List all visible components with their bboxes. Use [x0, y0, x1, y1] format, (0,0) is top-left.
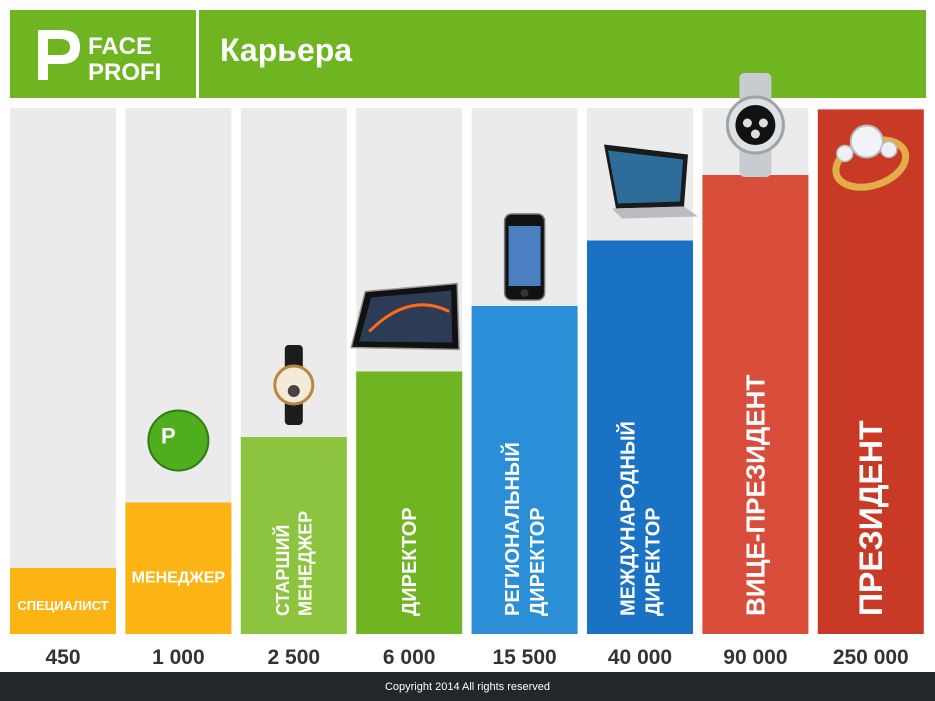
bar-group: ДИРЕКТОР 6 000: [350, 108, 463, 669]
value-label: 40 000: [608, 646, 672, 669]
bar-group: СПЕЦИАЛИСТ 450: [10, 108, 116, 669]
bar-label: СТАРШИЙ: [272, 525, 293, 616]
bar-label: РЕГИОНАЛЬНЫЙ: [500, 442, 524, 616]
bar-label: ВИЦЕ-ПРЕЗИДЕНТ: [741, 375, 771, 616]
wristwatch-tourbillon: [287, 385, 300, 397]
bar: [471, 306, 578, 634]
header-divider: [196, 10, 199, 98]
ring-diamond: [849, 124, 884, 159]
faceprofi-badge-icon: [147, 409, 210, 472]
faceprofi-logo: FACE PROFI: [10, 10, 186, 98]
value-label: 250 000: [833, 646, 909, 669]
value-label: 15 500: [492, 646, 556, 669]
bar-group: МЕНЕДЖЕР 1 000 P: [125, 108, 232, 669]
value-label: 6 000: [383, 646, 436, 669]
bar-label: СПЕЦИАЛИСТ: [17, 598, 108, 613]
smartphone-screen: [508, 226, 541, 286]
tablet-wallpaper-swoosh: [368, 303, 450, 333]
column-background: [10, 108, 116, 634]
tablet-screen: [359, 290, 453, 343]
bar-label: ДИРЕКТОР: [399, 507, 421, 616]
bar-group: РЕГИОНАЛЬНЫЙ ДИРЕКТОР 15 500: [471, 108, 578, 669]
svg-text:PROFI: PROFI: [88, 59, 161, 86]
bar-group: СТАРШИЙ МЕНЕДЖЕР 2 500: [240, 108, 347, 669]
value-label: 90 000: [723, 646, 787, 669]
ring-side-stone: [836, 144, 854, 163]
luxury-watch-subdial: [758, 118, 768, 128]
bar-label: ДИРЕКТОР: [527, 507, 549, 616]
bar-group: ВИЦЕ-ПРЕЗИДЕНТ 90 000: [702, 73, 809, 669]
badge-p-glyph: P: [161, 424, 176, 449]
bar-label: МЕНЕДЖЕР: [295, 511, 315, 616]
bar-group: МЕЖДУНАРОДНЫЙ ДИРЕКТОР 40 000: [587, 108, 698, 669]
bar: [817, 109, 924, 634]
bar: [702, 175, 809, 634]
bar: [240, 437, 347, 634]
bar: [125, 502, 232, 634]
bar-label: ДИРЕКТОР: [643, 507, 665, 616]
ring-side-stone: [880, 140, 898, 159]
bar-group: ПРЕЗИДЕНТ 250 000: [817, 108, 924, 669]
page-title: Карьера: [220, 32, 353, 68]
bar-label: МЕНЕДЖЕР: [132, 570, 226, 587]
bar: [10, 568, 116, 634]
luxury-watch-subdial: [742, 118, 752, 128]
value-label: 450: [45, 646, 80, 669]
laptop-screen: [608, 150, 683, 204]
svg-text:FACE: FACE: [88, 33, 152, 60]
bar: [587, 240, 693, 634]
laptop-base: [612, 206, 698, 219]
bar: [356, 371, 463, 634]
bar-label: ПРЕЗИДЕНТ: [853, 420, 889, 616]
value-label: 1 000: [152, 646, 205, 669]
value-label: 2 500: [268, 646, 321, 669]
smartphone-home-button: [520, 289, 529, 297]
luxury-watch-subdial: [750, 129, 760, 139]
copyright-text: Copyright 2014 All rights reserved: [384, 681, 551, 693]
footer: Copyright 2014 All rights reserved: [0, 672, 935, 701]
bar-label: МЕЖДУНАРОДНЫЙ: [616, 421, 640, 616]
luxury-watch-dial: [735, 105, 776, 145]
header-bar: FACE PROFI Карьера: [10, 10, 926, 98]
